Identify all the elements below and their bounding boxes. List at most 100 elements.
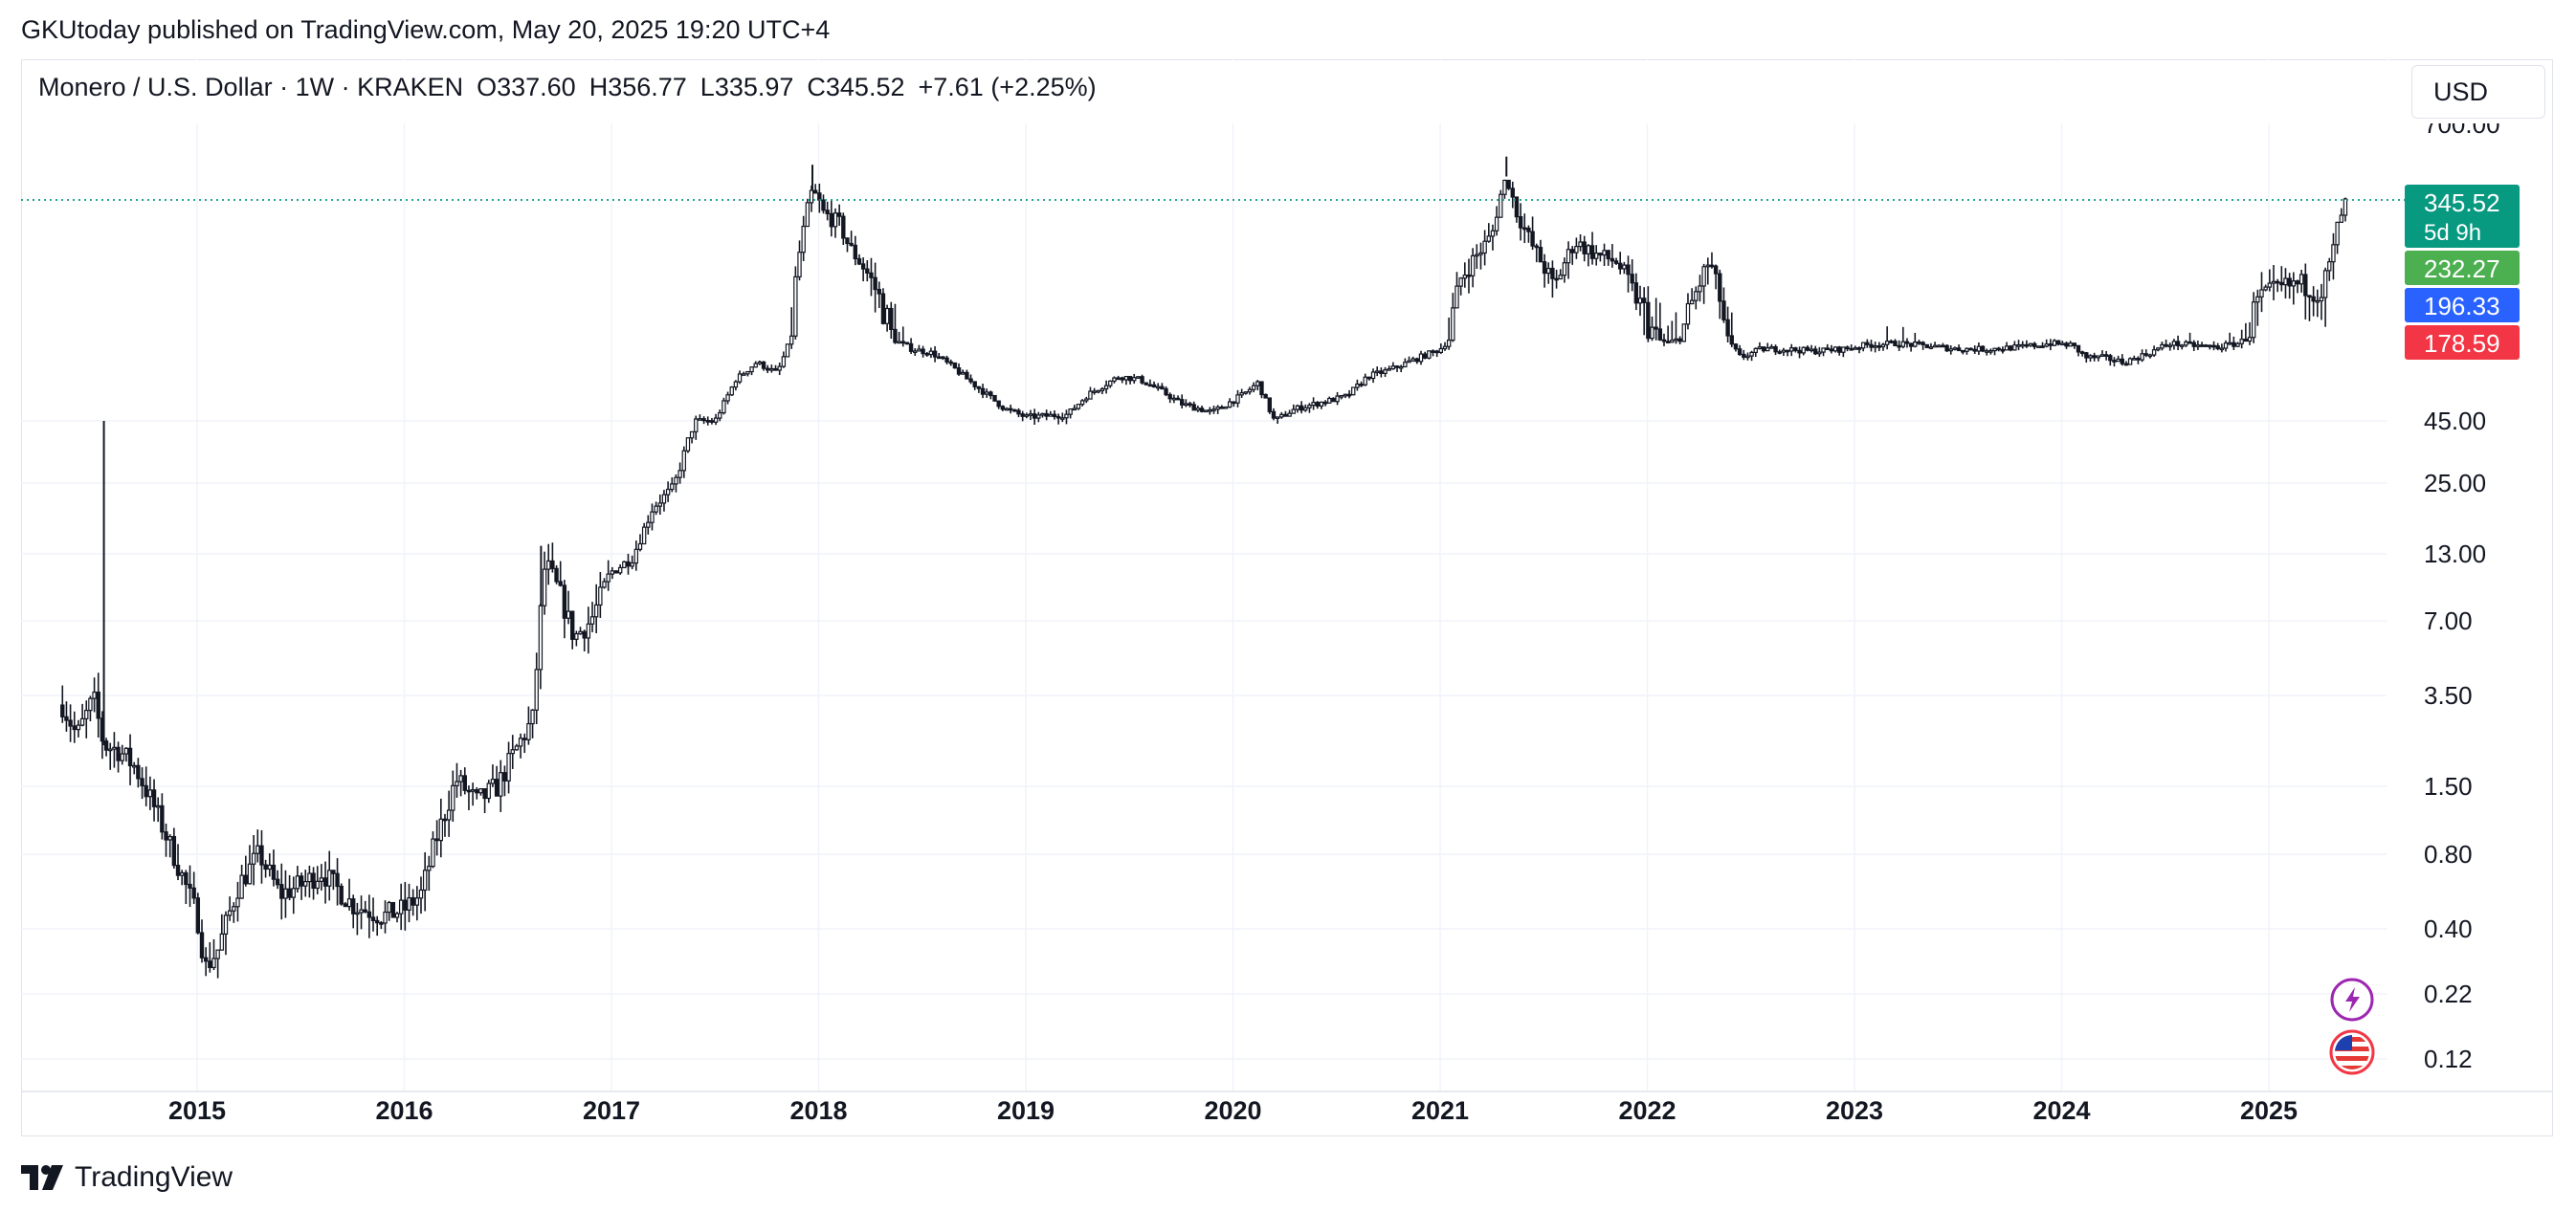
x-tick-label: 2021 xyxy=(1411,1096,1469,1125)
candle xyxy=(546,543,551,585)
candle xyxy=(1147,379,1153,387)
candle xyxy=(502,765,507,797)
candle xyxy=(1893,339,1898,346)
candle xyxy=(2303,263,2308,320)
candle xyxy=(455,762,459,798)
candle xyxy=(1499,189,1503,218)
candle xyxy=(602,578,607,589)
candle xyxy=(1164,386,1168,397)
candle xyxy=(2259,272,2264,313)
candle xyxy=(1769,343,1774,349)
candle xyxy=(836,204,842,227)
candle xyxy=(1889,339,1894,344)
candle xyxy=(271,849,277,887)
candle xyxy=(2232,336,2236,350)
candle xyxy=(346,878,352,911)
candle xyxy=(992,394,997,402)
candle xyxy=(1287,409,1292,417)
candle xyxy=(79,703,85,727)
candle xyxy=(1932,342,1938,348)
candle xyxy=(1088,386,1093,400)
candle xyxy=(1996,346,2001,352)
candle xyxy=(1319,401,1324,409)
candle xyxy=(2103,350,2109,361)
candle xyxy=(1801,346,1806,356)
candle xyxy=(76,719,81,738)
x-tick-label: 2020 xyxy=(1204,1096,1261,1125)
candle xyxy=(566,590,571,625)
candle xyxy=(1880,342,1886,351)
candle xyxy=(287,874,292,901)
candle xyxy=(1737,344,1743,357)
candle xyxy=(2016,340,2021,351)
candle xyxy=(68,704,73,742)
candle xyxy=(2048,339,2054,351)
candle xyxy=(1546,262,1551,284)
candle xyxy=(1076,404,1081,410)
candle xyxy=(1753,347,1758,358)
candle xyxy=(538,603,544,690)
candle xyxy=(1965,347,1969,355)
candle xyxy=(407,883,411,923)
candle xyxy=(1028,409,1033,420)
candle xyxy=(1478,242,1483,270)
candle xyxy=(941,356,945,361)
candle xyxy=(1574,237,1579,259)
candle xyxy=(1279,411,1284,419)
candle xyxy=(1646,286,1651,342)
candle xyxy=(1941,342,1945,348)
candle xyxy=(1633,273,1639,311)
candle xyxy=(1582,235,1587,262)
candle xyxy=(1860,342,1866,352)
candle xyxy=(2208,344,2212,350)
candle xyxy=(1610,244,1615,268)
candle xyxy=(2068,341,2073,347)
candle xyxy=(829,200,834,237)
candle xyxy=(466,785,472,811)
candle xyxy=(327,850,332,901)
candle xyxy=(1681,323,1687,342)
x-tick-label: 2018 xyxy=(789,1096,847,1125)
candle xyxy=(1789,343,1794,357)
candle xyxy=(247,845,253,885)
candle xyxy=(510,735,515,769)
tradingview-brand[interactable]: TradingView xyxy=(21,1161,233,1194)
candle xyxy=(2195,341,2201,350)
candle xyxy=(1132,373,1137,385)
y-tick-label: 0.40 xyxy=(2424,915,2473,943)
candle xyxy=(897,331,901,344)
candle xyxy=(1151,381,1157,388)
lightning-icon[interactable] xyxy=(2330,978,2374,1022)
candle xyxy=(1255,380,1260,391)
us-flag-icon[interactable] xyxy=(2329,1029,2375,1075)
candle xyxy=(2028,342,2033,347)
candle xyxy=(499,760,503,812)
candle xyxy=(622,561,627,569)
candle xyxy=(411,889,415,916)
candle xyxy=(475,787,479,800)
candle xyxy=(1486,223,1491,243)
candle xyxy=(554,564,559,584)
candle xyxy=(2112,357,2117,367)
candle xyxy=(2223,340,2229,352)
candle xyxy=(339,883,344,906)
candle xyxy=(403,882,408,931)
candle xyxy=(753,361,758,368)
candle xyxy=(478,787,483,796)
candle xyxy=(1956,344,1962,352)
candle xyxy=(1016,408,1021,418)
candle xyxy=(1012,408,1017,412)
candle xyxy=(255,829,260,863)
candle xyxy=(1482,230,1487,266)
candle xyxy=(1000,405,1006,411)
candle xyxy=(1876,342,1882,352)
currency-button[interactable]: USD xyxy=(2411,65,2545,119)
candle xyxy=(1223,406,1229,409)
candle xyxy=(414,886,420,921)
candle xyxy=(650,503,655,531)
candle xyxy=(2335,221,2340,254)
candle xyxy=(1398,364,1404,373)
candle xyxy=(569,610,575,650)
candle xyxy=(1303,404,1308,412)
